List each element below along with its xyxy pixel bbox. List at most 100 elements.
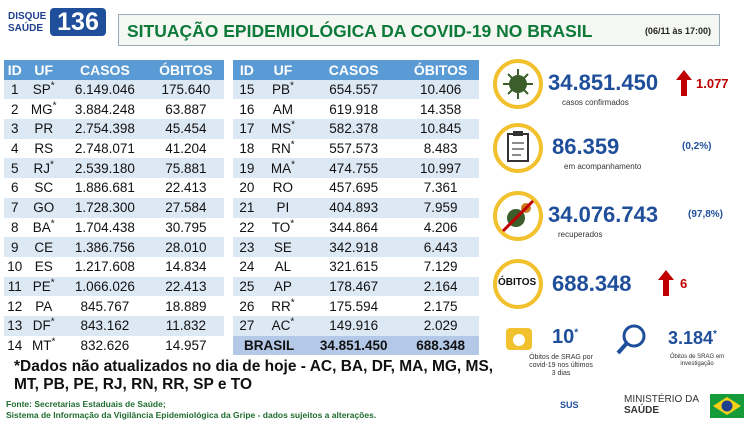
confirmed-card: 34.851.450 1.077 casos confirmados [492, 58, 746, 114]
deaths-cell: 45.454 [147, 119, 224, 139]
cases-cell: 474.755 [305, 158, 403, 179]
state-row: 11 PE* 1.066.026 22.413 [4, 276, 224, 297]
ministry-line: MINISTÉRIO DA [624, 394, 700, 405]
uf: MT [32, 337, 52, 353]
source-line: Sistema de Informação da Vigilância Epid… [6, 410, 377, 420]
state-row: 4 RS 2.748.071 41.204 [4, 139, 224, 159]
state-row: 25 AP 178.467 2.164 [233, 276, 479, 297]
deaths-cell: 4.206 [423, 219, 458, 235]
uf: AP [273, 278, 292, 294]
cases-cell: 1.886.681 [74, 180, 135, 196]
column-header: ID [233, 60, 261, 80]
total-deaths: 688.348 [402, 335, 479, 356]
deaths-increase: 6 [680, 276, 688, 291]
id-cell: 19 [233, 158, 261, 179]
state-row: 5 RJ* 2.539.180 75.881 [4, 158, 224, 179]
column-header: ÓBITOS [147, 60, 224, 80]
total-cases: 34.851.450 [305, 335, 403, 356]
cases-cell: 344.864 [329, 219, 379, 235]
brazil-flag [710, 394, 744, 418]
state-row: 12 PA 845.767 18.889 [4, 296, 224, 316]
deaths-card: ÓBITOS 688.348 6 [492, 258, 746, 310]
uf: RJ [33, 160, 51, 176]
ministry: MINISTÉRIO DA SAÚDE [624, 394, 699, 416]
deaths-cell: 10.997 [402, 158, 479, 179]
uf-cell: AM [261, 99, 306, 119]
uf: RO [272, 180, 294, 196]
uf-note: * [50, 316, 55, 328]
cases-cell: 175.594 [329, 298, 379, 314]
cases-cell: 1.386.756 [62, 237, 148, 257]
state-row: 15 PB* 654.557 10.406 [233, 79, 479, 100]
deaths-cell: 75.881 [147, 158, 224, 179]
column-header: UF [25, 60, 63, 80]
uf: SP [32, 82, 51, 98]
uf-note: * [290, 218, 295, 230]
uf-cell: BA* [25, 218, 62, 238]
uf: GO [33, 200, 55, 216]
uf: BA [32, 219, 51, 235]
footnote: *Dados não atualizados no dia de hoje - … [14, 358, 494, 393]
uf: TO [271, 219, 291, 235]
uf-note: * [52, 100, 57, 112]
uf: PI [276, 200, 290, 216]
virus-icon [493, 59, 543, 109]
uf: PB [271, 82, 290, 98]
srag-investigation-label: Óbitos de SRAG em investigação [664, 354, 730, 368]
id-cell: 12 [7, 298, 23, 314]
recovered-icon [493, 191, 543, 241]
uf: RS [34, 141, 54, 157]
uf-cell: PR [25, 119, 63, 139]
state-row: 2 MG* 3.884.248 63.887 [4, 99, 224, 119]
state-row: 20 RO 457.695 7.361 [233, 178, 479, 198]
id-cell: 7 [4, 197, 26, 218]
state-row: 24 AL 321.615 7.129 [233, 257, 479, 277]
deaths-cell: 28.010 [147, 237, 224, 257]
state-row: 10 ES 1.217.608 14.834 [4, 257, 224, 277]
state-row: 27 AC* 149.916 2.029 [233, 315, 479, 336]
srag-recent-note: * [574, 327, 579, 339]
state-row: 7 GO 1.728.300 27.584 [4, 197, 224, 218]
srag-recent-value: 10* [552, 326, 578, 349]
cases-cell: 2.539.180 [62, 158, 148, 179]
uf-cell: PI [260, 197, 306, 218]
uf: MS [270, 121, 292, 137]
id-cell: 20 [239, 180, 255, 196]
uf-cell: CE [25, 237, 63, 257]
deaths-cell: 175.640 [147, 79, 224, 100]
uf-note: * [50, 277, 55, 289]
recovered-label: recuperados [558, 230, 603, 239]
deaths-cell: 14.957 [165, 337, 207, 353]
uf: AL [274, 259, 292, 275]
id-cell: 27 [233, 315, 261, 336]
column-header: ID [4, 60, 26, 80]
uf: CE [34, 239, 54, 255]
deaths-cell: 22.413 [147, 276, 224, 297]
srag-recent-number: 10 [552, 326, 575, 348]
label-line: investigação [680, 361, 714, 367]
uf-cell: PA [25, 296, 62, 316]
hotline-number: 136 [50, 8, 106, 36]
source-line: Fonte: Secretarias Estaduais de Saúde; [6, 399, 166, 409]
cases-cell: 1.704.438 [74, 219, 135, 235]
cases-cell: 619.918 [329, 101, 379, 117]
uf: PA [35, 298, 53, 314]
title-bar: SITUAÇÃO EPIDEMIOLÓGICA DA COVID-19 NO B… [118, 14, 720, 46]
id-cell: 24 [239, 259, 255, 275]
uf-cell: ES [25, 257, 62, 277]
id-cell: 14 [7, 337, 23, 353]
cases-cell: 1.217.608 [74, 259, 135, 275]
uf: AC [271, 318, 291, 334]
id-cell: 26 [239, 298, 255, 314]
uf-note: * [290, 316, 295, 328]
uf-note: * [50, 159, 54, 171]
uf: PE [32, 278, 51, 294]
state-row: 21 PI 404.893 7.959 [233, 197, 479, 218]
srag-investigation-value: 3.184* [668, 328, 717, 349]
confirmed-value: 34.851.450 [548, 70, 659, 95]
uf-cell: TO* [261, 218, 306, 238]
cases-cell: 845.767 [80, 298, 130, 314]
cases-cell: 149.916 [305, 315, 403, 336]
uf-cell: GO [25, 197, 63, 218]
deaths-cell: 27.584 [147, 197, 224, 218]
